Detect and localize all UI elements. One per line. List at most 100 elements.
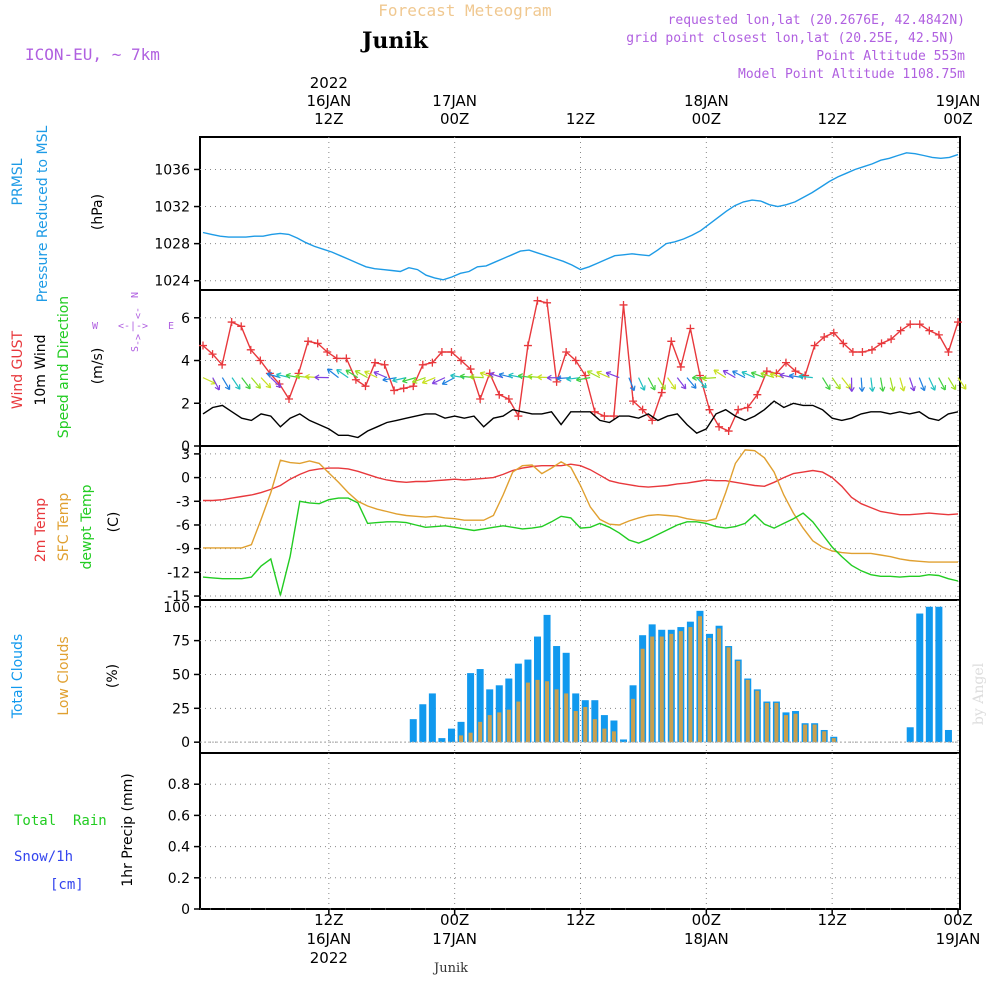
wind-line [202, 400, 959, 439]
wind-arrow-head [586, 370, 593, 376]
gust-marker [208, 350, 217, 359]
low-clouds-bar [516, 701, 521, 743]
low-clouds-bar [659, 636, 664, 743]
wind-arrow-head [498, 372, 505, 379]
gust-marker [237, 322, 246, 331]
low-clouds-bar [764, 702, 769, 743]
gust-line [202, 299, 959, 432]
wind-direction-arrow [266, 371, 281, 379]
wind-direction-arrow [373, 370, 388, 379]
wind-direction-arrow [798, 373, 813, 380]
temperature-ytick-label: -12 [167, 565, 190, 581]
footer-station: Junik [432, 961, 468, 976]
pressure-panel-labels: PRMSL Pressure Reduced to MSL (hPa) [10, 125, 106, 302]
gust-marker [418, 360, 427, 369]
wind-direction-arrow [841, 377, 852, 390]
wind-arrow-shaft [469, 376, 484, 379]
gust-marker [715, 422, 724, 431]
temp-2m-label: 2m Temp [33, 498, 49, 562]
precip-ytick-label: 0 [181, 902, 190, 918]
top-time-label: 12Z [817, 110, 846, 128]
gust-marker [781, 358, 790, 367]
wind-arrow-shaft [751, 372, 765, 379]
wind-arrow-head [214, 384, 221, 391]
wind-arrow-head [660, 384, 666, 391]
wind-arrow-head [848, 386, 855, 392]
wind-arrow-head [670, 384, 677, 390]
wind-direction-arrow [431, 377, 446, 385]
gust-marker [447, 347, 456, 356]
wind-arrow-head [392, 376, 398, 383]
gust-marker [380, 360, 389, 369]
wind-direction-arrow [231, 377, 241, 390]
wind-arrow-shaft [480, 372, 494, 379]
wind-direction-arrow [605, 371, 620, 379]
wind-arrow-shaft [821, 377, 831, 390]
wind-arrow-shaft [266, 373, 281, 379]
gust-marker [657, 388, 666, 397]
gust-marker [954, 318, 962, 327]
bottom-time-label: 16JAN [306, 930, 351, 948]
wind-arrow-shaft [647, 377, 656, 391]
gust-marker [705, 405, 714, 414]
clouds-panel: 0 25 50 75 100 [163, 599, 961, 754]
low-clouds-bar [554, 689, 559, 743]
gust-marker [246, 345, 255, 354]
low-clouds-bar [487, 715, 492, 743]
wind-arrow-head [275, 382, 282, 388]
wind-direction-arrow [657, 377, 666, 391]
wind-arrow-shaft [432, 377, 446, 385]
precip-unit-label: 1hr Precip (mm) [120, 773, 136, 886]
top-time-label: 00Z [440, 110, 469, 128]
gust-marker [906, 320, 915, 329]
grid-coords: grid point closest lon,lat (20.25E, 42.5… [626, 31, 955, 46]
gust-marker [256, 356, 265, 365]
gust-marker [820, 333, 829, 342]
gust-marker [457, 356, 466, 365]
low-clouds-bar [459, 735, 464, 743]
wind-arrow-shaft [202, 377, 216, 385]
precip-ytick-label: 0.8 [168, 777, 190, 793]
precip-frame [199, 752, 961, 910]
wind-arrow-shaft [938, 377, 946, 391]
wind-direction-arrow [326, 368, 339, 379]
gust-marker [858, 347, 867, 356]
wind-arrow-head [527, 373, 533, 380]
gust-marker [437, 347, 446, 356]
wind-arrow-head [869, 386, 876, 392]
compass-rose: N W <-|-> E S -> <- [92, 292, 174, 352]
wind-arrow-shaft [422, 377, 436, 384]
wind-arrow-head [224, 384, 231, 391]
wind-direction-arrow [848, 377, 855, 392]
total-clouds-bar [409, 719, 417, 743]
wind-direction-arrow [938, 377, 947, 391]
gust-marker [934, 330, 943, 339]
wind-arrow-head [479, 371, 486, 378]
wind-arrow-head [575, 376, 582, 383]
bottom-time-label: 00Z [440, 911, 469, 929]
low-clouds-bar [564, 693, 569, 743]
wind-arrow-head [909, 385, 916, 392]
wind-arrow-shaft [657, 377, 666, 390]
gust-marker [829, 328, 838, 337]
wind-arrow-head [779, 372, 785, 379]
sfc-temp-label: SFC Temp [56, 493, 72, 562]
gust-marker [313, 339, 322, 348]
top-time-label: 18JAN [684, 92, 729, 110]
clouds-unit-label: (%) [105, 664, 121, 688]
point-altitude: Point Altitude 553m [816, 49, 965, 64]
wind-arrow-shaft [702, 377, 717, 380]
low-clouds-bar [602, 728, 607, 743]
wind-arrow-shaft [327, 368, 339, 379]
wind-arrow-shaft [760, 372, 775, 379]
wind-arrow-head [326, 368, 333, 374]
wind-arrow-shaft [260, 377, 272, 389]
gust-marker [638, 405, 647, 414]
wind-arrow-head [364, 370, 370, 377]
wind-arrow-head [760, 371, 766, 378]
gust-marker [342, 354, 351, 363]
wind-arrow-head [596, 370, 602, 377]
wind-arrow-head [295, 373, 301, 380]
wind-arrow-shaft [870, 377, 874, 392]
